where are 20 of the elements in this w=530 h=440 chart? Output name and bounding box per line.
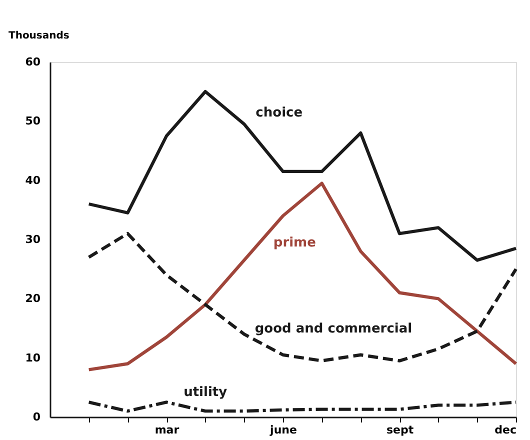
y-tick-label: 40 xyxy=(25,174,41,187)
y-tick-label: 20 xyxy=(25,292,41,306)
x-tick-label: sept xyxy=(386,424,414,436)
line-series xyxy=(87,90,518,262)
y-tick-label: 0 xyxy=(32,410,41,424)
series-label: utility xyxy=(184,385,228,400)
y-axis-title: Thousands xyxy=(8,30,70,42)
y-tick-label: 50 xyxy=(25,114,41,128)
y-tick-label: 60 xyxy=(25,56,41,68)
series-label: prime xyxy=(273,235,316,250)
line-series xyxy=(87,400,518,413)
y-tick-label: 30 xyxy=(25,233,41,246)
line-series xyxy=(87,232,518,362)
x-tick-label: dec xyxy=(494,424,516,436)
x-tick-label: mar xyxy=(154,424,180,436)
line-series xyxy=(87,182,518,372)
x-tick-label: june xyxy=(269,424,297,436)
series-label: good and commercial xyxy=(254,321,412,336)
y-tick-label: 10 xyxy=(25,351,41,364)
series-label: choice xyxy=(256,105,303,120)
